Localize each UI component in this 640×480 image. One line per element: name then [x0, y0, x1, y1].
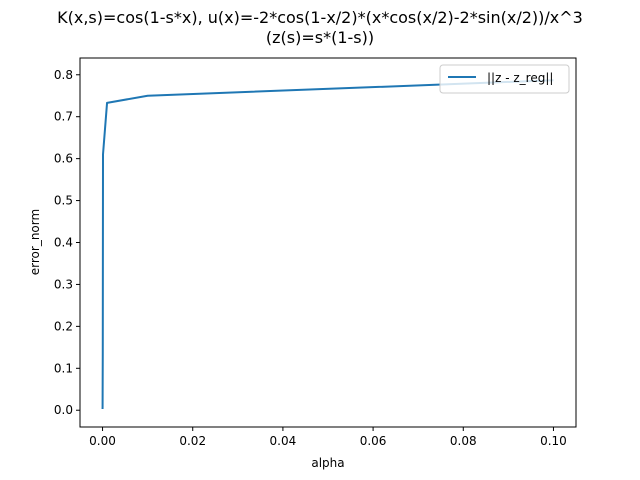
y-tick-label: 0.2	[54, 319, 73, 333]
x-tick-label: 0.04	[270, 434, 297, 448]
series-layer	[103, 80, 554, 409]
y-tick-label: 0.7	[54, 110, 73, 124]
legend-label: ||z - z_reg||	[487, 71, 553, 85]
legend: ||z - z_reg||	[440, 65, 569, 93]
x-tick-label: 0.00	[89, 434, 116, 448]
chart-title-line-1: K(x,s)=cos(1-s*x), u(x)=-2*cos(1-x/2)*(x…	[57, 8, 583, 27]
series-line-0	[103, 80, 554, 409]
x-tick-label: 0.02	[179, 434, 206, 448]
chart-title-line-2: (z(s)=s*(1-s))	[266, 28, 374, 47]
x-axis-label: alpha	[311, 456, 344, 470]
y-tick-label: 0.4	[54, 236, 73, 250]
x-tick-label: 0.10	[540, 434, 567, 448]
y-tick-label: 0.6	[54, 152, 73, 166]
y-tick-label: 0.0	[54, 403, 73, 417]
x-tick-label: 0.08	[450, 434, 477, 448]
plot-frame	[80, 58, 576, 427]
y-tick-label: 0.8	[54, 68, 73, 82]
axis-ticks: 0.00 0.02 0.04 0.06 0.08 0.10 0.0 0.1 0.2 0.3 0.4 0…	[54, 68, 567, 448]
y-axis-label: error_norm	[28, 209, 42, 275]
x-tick-label: 0.06	[360, 434, 387, 448]
y-tick-label: 0.1	[54, 361, 73, 375]
y-tick-label: 0.5	[54, 194, 73, 208]
y-tick-label: 0.3	[54, 277, 73, 291]
